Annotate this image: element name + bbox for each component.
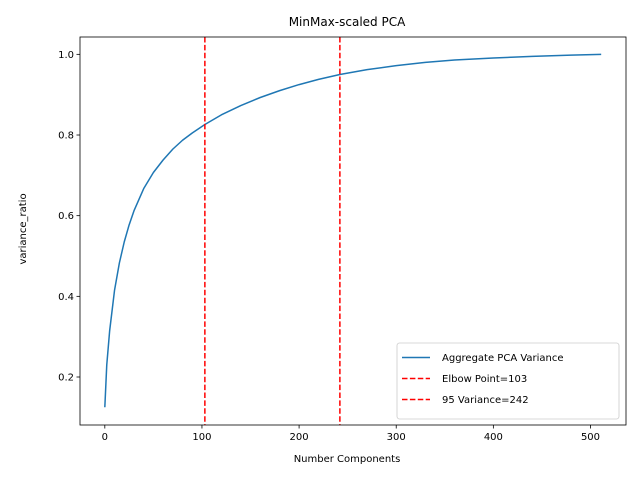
x-tick-label: 400 [484,432,503,443]
y-tick-label: 0.2 [58,373,74,384]
x-tick-label: 500 [581,432,600,443]
legend-label: Elbow Point=103 [442,374,527,385]
x-axis-label: Number Components [294,454,401,465]
legend-label: 95 Variance=242 [442,395,529,406]
chart-title: MinMax-scaled PCA [289,15,406,29]
y-tick-label: 0.8 [58,131,74,142]
series-line-0 [104,53,602,408]
x-tick-label: 200 [290,432,309,443]
x-tick-label: 0 [102,432,108,443]
axes: 0 100 200 300 400 500 0.2 0.4 0.6 0.8 1.0 [58,36,627,443]
y-tick-label: 0.6 [58,211,74,222]
plot-area [104,37,602,425]
x-tick-label: 300 [387,432,406,443]
legend-label: Aggregate PCA Variance [442,353,564,364]
y-tick-label: 0.4 [58,292,74,303]
axes-frame [79,36,627,426]
legend-box [396,342,620,420]
y-tick-label: 1.0 [58,50,74,61]
y-axis-label: variance_ratio [18,193,29,264]
legend: Aggregate PCA Variance Elbow Point=103 95 … [396,342,620,420]
x-tick-label: 100 [192,432,211,443]
